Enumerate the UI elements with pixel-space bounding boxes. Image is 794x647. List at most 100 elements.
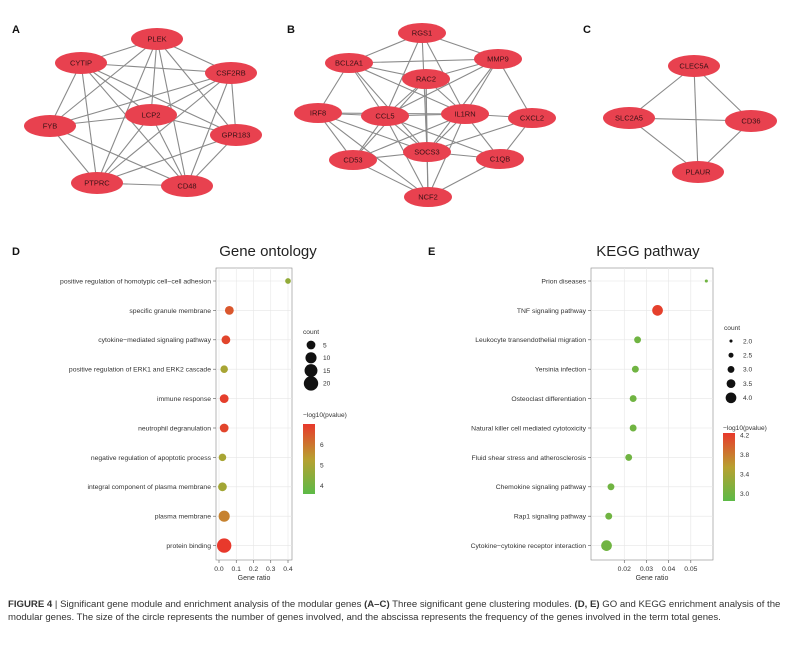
dot-specific-granule-membrane bbox=[224, 306, 234, 315]
node-slc2a5: SLC2A5 bbox=[603, 107, 655, 129]
count-legend-dot bbox=[303, 376, 319, 391]
go-dotplot: Gene ontology positive regulation of hom… bbox=[60, 243, 347, 582]
node-ellipse bbox=[441, 104, 489, 124]
node-label: CSF2RB bbox=[216, 69, 246, 78]
kegg-count-legend-title: count bbox=[724, 325, 740, 332]
node-ellipse bbox=[329, 150, 377, 170]
count-legend-label: 20 bbox=[323, 381, 331, 388]
node-ccl5: CCL5 bbox=[361, 106, 409, 126]
node-fyb: FYB bbox=[24, 115, 76, 137]
node-ellipse bbox=[603, 107, 655, 129]
term-label: negative regulation of apoptotic process bbox=[91, 455, 212, 462]
edge-ccl5-c1qb bbox=[384, 115, 501, 160]
caption-text-c: GO and KEGG enrichment analysis of the m… bbox=[8, 599, 781, 624]
kegg-x-ticks: 0.02 0.03 0.04 0.05 bbox=[618, 560, 698, 573]
node-ellipse bbox=[398, 23, 446, 43]
node-c1qb: C1QB bbox=[476, 149, 524, 169]
count-legend-label: 3.5 bbox=[743, 381, 752, 388]
node-lcp2: LCP2 bbox=[125, 104, 177, 126]
term-label: Fluid shear stress and atherosclerosis bbox=[472, 455, 587, 462]
edge-bcl2a1-mmp9 bbox=[348, 58, 499, 64]
node-bcl2a1: BCL2A1 bbox=[325, 53, 373, 73]
term-label: positive regulation of ERK1 and ERK2 cas… bbox=[69, 367, 211, 374]
node-plaur: PLAUR bbox=[672, 161, 724, 183]
count-legend-dot bbox=[729, 339, 733, 343]
node-ellipse bbox=[210, 124, 262, 146]
count-legend-label: 15 bbox=[323, 368, 331, 375]
dot-integral-component-of-plasma-membrane bbox=[218, 482, 227, 492]
kegg-color-bar bbox=[723, 433, 735, 501]
edge-cytip-ptprc bbox=[80, 62, 98, 184]
dot-protein-binding bbox=[216, 538, 232, 553]
edge-rgs1-socs3 bbox=[421, 32, 428, 153]
term-label: neutrophil degranulation bbox=[138, 425, 211, 432]
node-rac2: RAC2 bbox=[402, 69, 450, 89]
figure-caption: FIGURE 4 | Significant gene module and e… bbox=[8, 598, 786, 624]
node-csf2rb: CSF2RB bbox=[205, 62, 257, 84]
count-legend-dot bbox=[306, 340, 316, 350]
count-legend-dot bbox=[304, 364, 318, 378]
dot-leukocyte-transendothelial-migration bbox=[634, 336, 642, 344]
node-ellipse bbox=[725, 110, 777, 132]
edge-mmp9-ccl5 bbox=[384, 58, 499, 117]
dot-positive-regulation-of-erk1-and-erk2-cascade bbox=[220, 365, 228, 373]
node-label: IL1RN bbox=[454, 110, 475, 119]
x-tick-label: 0.2 bbox=[249, 566, 259, 573]
count-legend-dot bbox=[727, 365, 735, 373]
count-legend-dot bbox=[725, 392, 737, 404]
dot-chemokine-signaling-pathway bbox=[607, 483, 615, 491]
node-label: CD48 bbox=[177, 182, 196, 191]
go-color-legend-title: −log10(pvalue) bbox=[303, 412, 347, 419]
edge-lcp2-ptprc bbox=[96, 114, 152, 184]
node-label: SLC2A5 bbox=[615, 114, 643, 123]
node-clec5a: CLEC5A bbox=[668, 55, 720, 77]
edge-cytip-gpr183 bbox=[80, 62, 237, 136]
network-c: CLEC5A SLC2A5 CD36 PLAUR bbox=[603, 55, 777, 183]
node-cd36: CD36 bbox=[725, 110, 777, 132]
term-label: Chemokine signaling pathway bbox=[496, 484, 587, 491]
network-a: PLEK CYTIP CSF2RB LCP2 FYB GPR183 PTPRC CD48 bbox=[24, 28, 262, 197]
go-term-labels: positive regulation of homotypic cell−ce… bbox=[60, 278, 216, 550]
panel-label-d: D bbox=[12, 246, 20, 258]
node-cytip: CYTIP bbox=[55, 52, 107, 74]
dot-plasma-membrane bbox=[218, 510, 230, 522]
term-label: Prion diseases bbox=[541, 278, 586, 285]
node-ellipse bbox=[161, 175, 213, 197]
node-ellipse bbox=[476, 149, 524, 169]
term-label: immune response bbox=[157, 396, 211, 403]
dot-negative-regulation-of-apoptotic-process bbox=[218, 453, 227, 462]
caption-text-a: | Significant gene module and enrichment… bbox=[52, 599, 365, 610]
go-x-axis-title: Gene ratio bbox=[238, 575, 271, 582]
node-ellipse bbox=[672, 161, 724, 183]
go-plot-title: Gene ontology bbox=[219, 243, 317, 260]
go-dots bbox=[216, 278, 291, 553]
kegg-legend: count −log10(pvalue) 2.0 2.5 3.0 3.5 4.0 4.2 3… bbox=[723, 325, 767, 501]
node-cxcl2: CXCL2 bbox=[508, 108, 556, 128]
edge-csf2rb-ptprc bbox=[96, 72, 232, 184]
count-legend-dot bbox=[305, 352, 317, 364]
node-label: CYTIP bbox=[70, 59, 92, 68]
node-ellipse bbox=[403, 142, 451, 162]
edge-il1rn-cd53 bbox=[352, 113, 466, 161]
node-label: CCL5 bbox=[375, 112, 394, 121]
node-label: RAC2 bbox=[416, 75, 436, 84]
node-ellipse bbox=[474, 49, 522, 69]
node-ellipse bbox=[404, 187, 452, 207]
count-legend-dot bbox=[726, 379, 736, 388]
term-label: plasma membrane bbox=[155, 514, 212, 521]
network-b-edges bbox=[317, 32, 533, 198]
node-label: CD53 bbox=[343, 156, 362, 165]
node-label: CXCL2 bbox=[520, 114, 544, 123]
x-tick-label: 0.3 bbox=[266, 566, 276, 573]
edge-plek-fyb bbox=[49, 38, 158, 127]
edge-clec5a-plaur bbox=[693, 65, 699, 173]
color-legend-label: 5 bbox=[320, 462, 324, 469]
x-tick-label: 0.02 bbox=[618, 566, 631, 573]
x-tick-label: 0.0 bbox=[214, 566, 224, 573]
edge-csf2rb-cd48 bbox=[186, 72, 232, 187]
x-tick-label: 0.04 bbox=[662, 566, 675, 573]
caption-figure-label: FIGURE 4 bbox=[8, 599, 53, 610]
term-label: Leukocyte transendothelial migration bbox=[475, 337, 586, 344]
node-ptprc: PTPRC bbox=[71, 172, 123, 194]
go-x-ticks: 0.0 0.1 0.2 0.3 0.4 bbox=[214, 560, 293, 573]
